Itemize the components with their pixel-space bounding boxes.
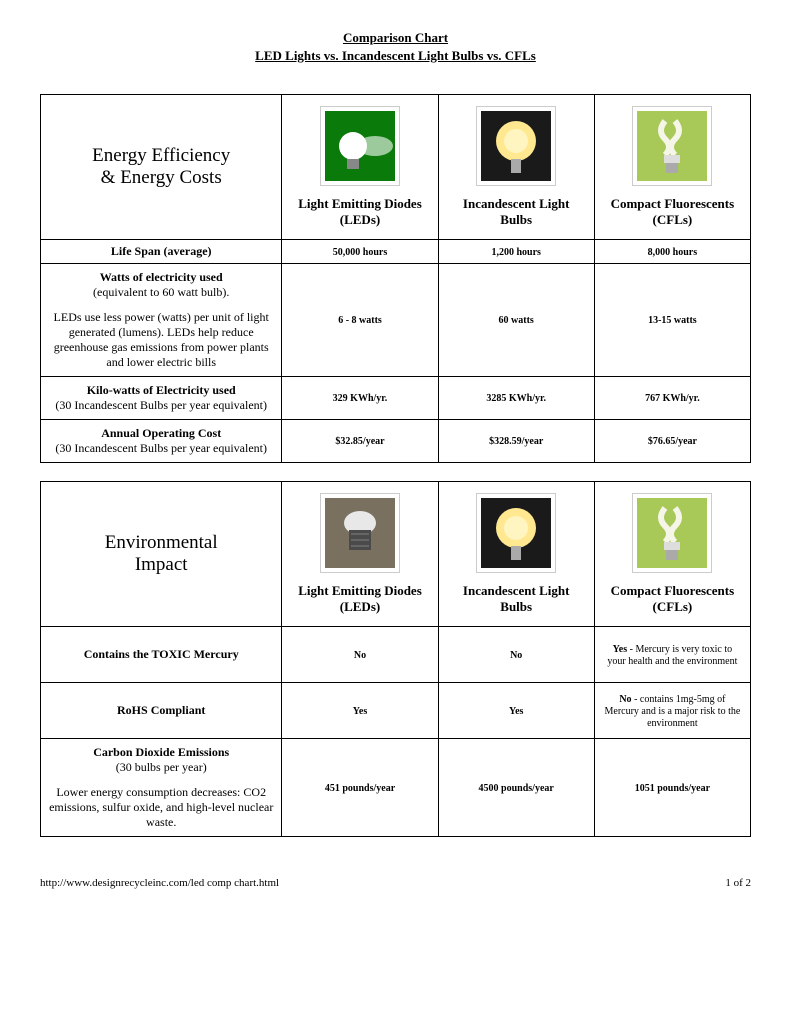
col-header-incandescent: Incandescent Light Bulbs [438,482,594,627]
row-label: Contains the TOXIC Mercury [84,647,239,661]
cell-value: 329 KWh/yr. [333,393,388,404]
incandescent-bulb-image [476,106,556,186]
col-header-cfl: Compact Fluorescents (CFLs) [594,95,750,240]
col-header-led: Light Emitting Diodes (LEDs) [282,95,438,240]
cell-value: $328.59/year [489,436,543,447]
cell-rest: - Mercury is very toxic to your health a… [607,644,737,667]
led-bulb-image [320,106,400,186]
cell-value: 451 pounds/year [325,783,395,794]
table-row: Contains the TOXIC Mercury No No Yes - M… [41,627,751,683]
cell-value: No [510,650,522,661]
row-note: Lower energy consumption decreases: CO2 … [49,785,273,830]
cell-value: 13-15 watts [648,315,697,326]
table-row: Carbon Dioxide Emissions (30 bulbs per y… [41,739,751,837]
led-bulb-image-2 [320,493,400,573]
incandescent-bulb-image-2 [476,493,556,573]
cell-value: 50,000 hours [333,247,387,258]
row-label: Annual Operating Cost [101,426,221,440]
cell-value: $32.85/year [335,436,384,447]
cell-value: 6 - 8 watts [338,315,382,326]
table-environmental-impact: Environmental Impact Light Emitting Diod… [40,481,751,837]
document-header: Comparison Chart LED Lights vs. Incandes… [40,30,751,64]
row-label: RoHS Compliant [117,703,205,717]
cell-value: 1051 pounds/year [635,783,710,794]
table-row: Life Span (average) 50,000 hours 1,200 h… [41,240,751,264]
row-label: Life Span (average) [111,244,212,258]
table-row: Watts of electricity used (equivalent to… [41,264,751,377]
section-title-energy: Energy Efficiency & Energy Costs [41,95,282,240]
table-row: Kilo-watts of Electricity used (30 Incan… [41,377,751,420]
row-sublabel: (30 Incandescent Bulbs per year equivale… [55,441,267,455]
cell-value: 1,200 hours [491,247,540,258]
footer-url: http://www.designrecycleinc.com/led comp… [40,877,279,889]
row-label: Watts of electricity used [100,270,223,284]
header-line2: LED Lights vs. Incandescent Light Bulbs … [40,48,751,64]
row-note: LEDs use less power (watts) per unit of … [49,310,273,370]
cfl-bulb-image [632,106,712,186]
row-sublabel: (30 bulbs per year) [116,760,207,774]
row-label: Carbon Dioxide Emissions [93,745,229,759]
cell-value: 3285 KWh/yr. [486,393,546,404]
cell-value: No [354,650,366,661]
table-row: RoHS Compliant Yes Yes No - contains 1mg… [41,683,751,739]
header-line1: Comparison Chart [40,30,751,46]
cell-value: 767 KWh/yr. [645,393,700,404]
cell-value: Yes [353,706,367,717]
col-header-cfl: Compact Fluorescents (CFLs) [594,482,750,627]
row-label: Kilo-watts of Electricity used [87,383,236,397]
cell-value: Yes [509,706,523,717]
cfl-bulb-image-2 [632,493,712,573]
cell-value: 8,000 hours [648,247,697,258]
table-energy-efficiency: Energy Efficiency & Energy Costs Light E… [40,94,751,463]
footer-page-number: 1 of 2 [725,877,751,889]
cell-value: $76.65/year [648,436,697,447]
section-title-environmental: Environmental Impact [41,482,282,627]
cell-value: 4500 pounds/year [479,783,554,794]
col-header-led: Light Emitting Diodes (LEDs) [282,482,438,627]
row-sublabel: (equivalent to 60 watt bulb). [93,285,229,299]
page-footer: http://www.designrecycleinc.com/led comp… [40,877,751,889]
col-header-incandescent: Incandescent Light Bulbs [438,95,594,240]
row-sublabel: (30 Incandescent Bulbs per year equivale… [55,398,267,412]
cell-prefix: Yes [613,644,627,655]
cell-value: 60 watts [499,315,534,326]
table-row: Annual Operating Cost (30 Incandescent B… [41,420,751,463]
cell-prefix: No [619,694,631,705]
